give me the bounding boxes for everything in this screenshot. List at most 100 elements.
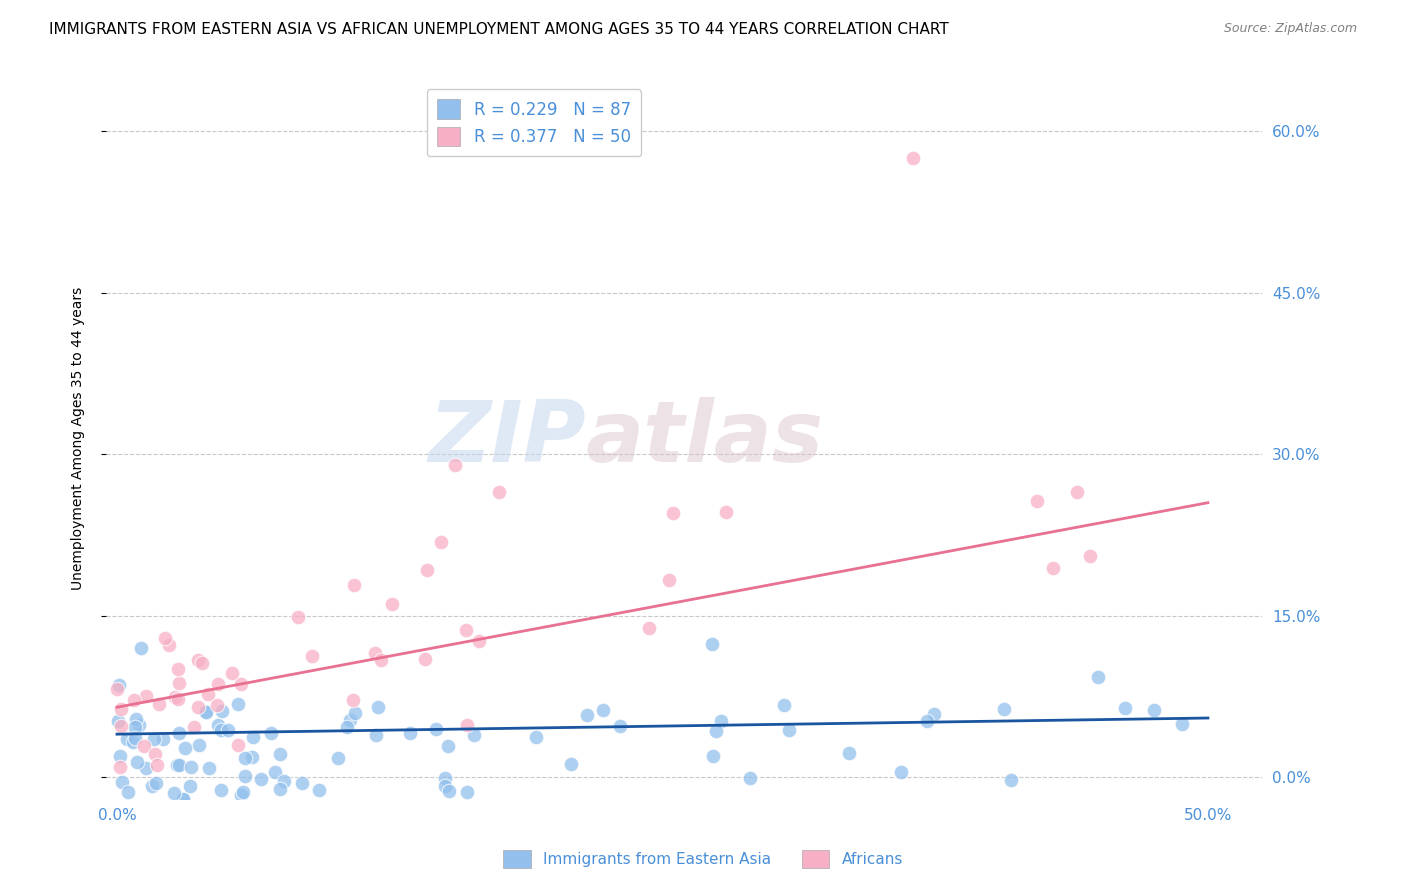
Point xyxy=(488,484,510,499)
Point xyxy=(308,783,330,797)
Point xyxy=(209,723,232,737)
Point xyxy=(456,785,478,799)
Point xyxy=(207,677,229,691)
Point xyxy=(169,675,191,690)
Point xyxy=(291,776,314,790)
Point xyxy=(228,739,250,753)
Point xyxy=(167,758,190,772)
Point xyxy=(197,687,219,701)
Point xyxy=(1066,485,1088,500)
Point xyxy=(328,751,350,765)
Point xyxy=(174,741,197,756)
Point xyxy=(211,704,233,718)
Point xyxy=(364,728,387,742)
Point xyxy=(195,705,218,719)
Point xyxy=(143,732,166,747)
Point xyxy=(658,574,681,588)
Point xyxy=(187,653,209,667)
Point xyxy=(433,772,456,786)
Point xyxy=(249,772,271,786)
Point xyxy=(273,773,295,788)
Point xyxy=(179,780,201,794)
Point xyxy=(125,712,148,726)
Point xyxy=(716,505,738,519)
Point xyxy=(399,726,422,740)
Point xyxy=(1000,773,1022,788)
Legend: R = 0.229   N = 87, R = 0.377   N = 50: R = 0.229 N = 87, R = 0.377 N = 50 xyxy=(427,89,641,156)
Point xyxy=(135,761,157,775)
Point xyxy=(209,783,232,797)
Point xyxy=(903,151,925,165)
Point xyxy=(108,678,131,692)
Point xyxy=(165,690,187,705)
Point xyxy=(217,723,239,738)
Point xyxy=(463,728,485,742)
Point xyxy=(702,749,724,764)
Text: Source: ZipAtlas.com: Source: ZipAtlas.com xyxy=(1223,22,1357,36)
Point xyxy=(560,757,582,772)
Point xyxy=(207,718,229,732)
Point xyxy=(231,676,253,690)
Point xyxy=(194,705,217,719)
Point xyxy=(838,746,860,760)
Text: IMMIGRANTS FROM EASTERN ASIA VS AFRICAN UNEMPLOYMENT AMONG AGES 35 TO 44 YEARS C: IMMIGRANTS FROM EASTERN ASIA VS AFRICAN … xyxy=(49,22,949,37)
Point xyxy=(287,610,309,624)
Point xyxy=(993,701,1015,715)
Point xyxy=(575,707,598,722)
Point xyxy=(163,786,186,800)
Point xyxy=(167,662,190,676)
Point xyxy=(228,697,250,711)
Point xyxy=(413,652,436,666)
Point xyxy=(198,761,221,775)
Point xyxy=(122,734,145,748)
Point xyxy=(153,631,176,645)
Point xyxy=(1078,549,1101,564)
Point xyxy=(264,765,287,780)
Point xyxy=(773,698,796,713)
Point xyxy=(172,791,194,805)
Point xyxy=(710,714,733,728)
Point xyxy=(434,779,457,793)
Point xyxy=(336,720,359,734)
Point xyxy=(1087,670,1109,684)
Point xyxy=(166,758,188,772)
Point xyxy=(183,720,205,734)
Point xyxy=(115,731,138,746)
Point xyxy=(609,719,631,733)
Point xyxy=(922,706,945,721)
Point xyxy=(135,690,157,704)
Point xyxy=(702,637,724,651)
Point xyxy=(108,760,131,774)
Point xyxy=(117,785,139,799)
Point xyxy=(188,739,211,753)
Point xyxy=(364,646,387,660)
Point xyxy=(207,698,229,713)
Point xyxy=(110,702,132,716)
Text: ZIP: ZIP xyxy=(429,397,586,480)
Point xyxy=(172,791,194,805)
Point xyxy=(240,750,263,764)
Point xyxy=(134,739,156,753)
Point xyxy=(430,535,453,549)
Point xyxy=(167,726,190,740)
Text: atlas: atlas xyxy=(586,397,824,480)
Point xyxy=(107,714,129,728)
Point xyxy=(232,785,254,799)
Point xyxy=(124,720,146,734)
Point xyxy=(890,765,912,780)
Point xyxy=(233,769,256,783)
Point xyxy=(146,757,169,772)
Point xyxy=(381,597,404,611)
Point xyxy=(148,697,170,711)
Point xyxy=(1114,701,1136,715)
Point xyxy=(704,723,727,738)
Point xyxy=(190,656,212,670)
Point xyxy=(128,717,150,731)
Point xyxy=(157,639,180,653)
Point xyxy=(221,666,243,681)
Point xyxy=(111,775,134,789)
Point xyxy=(1143,703,1166,717)
Y-axis label: Unemployment Among Ages 35 to 44 years: Unemployment Among Ages 35 to 44 years xyxy=(72,286,86,590)
Legend: Immigrants from Eastern Asia, Africans: Immigrants from Eastern Asia, Africans xyxy=(498,844,908,873)
Point xyxy=(592,703,614,717)
